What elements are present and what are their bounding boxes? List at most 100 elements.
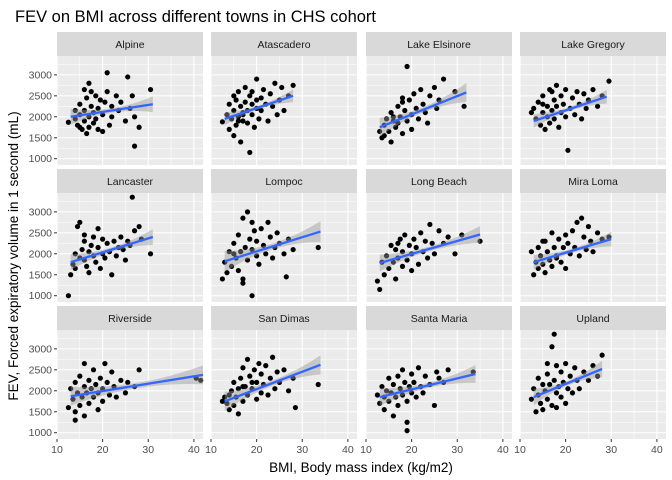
data-point [409, 126, 415, 132]
data-point [415, 365, 422, 371]
data-point [377, 128, 383, 135]
data-point [436, 228, 442, 234]
facet-panel: Lake Gregory [519, 32, 666, 165]
data-point [86, 114, 92, 120]
data-point [256, 116, 262, 122]
data-point [528, 249, 535, 255]
facet-strip-label: Riverside [108, 313, 152, 325]
data-point [599, 352, 605, 358]
data-point [590, 363, 596, 369]
data-point [267, 375, 273, 381]
facet-strip [57, 32, 203, 56]
data-point [231, 107, 237, 114]
data-point [81, 107, 87, 114]
facet-strip-label: Lompoc [265, 176, 302, 188]
data-point [563, 400, 569, 406]
facet-panel: Mira Loma [519, 169, 666, 302]
data-point [86, 80, 92, 86]
data-point [219, 276, 226, 282]
data-point [399, 249, 406, 255]
data-point [86, 249, 92, 255]
data-point [399, 95, 406, 101]
data-point [70, 396, 76, 402]
data-point [290, 82, 296, 88]
data-point [404, 419, 410, 425]
data-point [535, 99, 541, 105]
data-point [274, 112, 280, 118]
data-point [118, 234, 124, 240]
data-point [219, 119, 226, 125]
data-point [436, 375, 442, 381]
data-point [81, 383, 87, 390]
data-point [581, 234, 587, 240]
data-point [231, 379, 237, 386]
data-point [537, 122, 544, 128]
data-point [556, 124, 562, 130]
data-point [560, 244, 566, 251]
data-point [418, 230, 424, 236]
data-point [226, 126, 232, 132]
facet-strip [57, 306, 203, 330]
data-point [81, 238, 87, 244]
facet-strip [520, 32, 666, 56]
data-point [399, 367, 406, 373]
data-point [563, 114, 569, 120]
x-tick-label: 40 [497, 444, 509, 456]
facet-strip [366, 169, 512, 193]
data-point [81, 232, 87, 238]
data-point [77, 402, 83, 409]
regression-line [379, 233, 481, 265]
data-point [265, 392, 271, 398]
data-point [260, 86, 267, 93]
data-point [219, 398, 226, 404]
regression-line [70, 103, 153, 118]
data-point [122, 257, 129, 263]
data-point [97, 97, 103, 103]
x-tick-label: 40 [651, 444, 663, 456]
data-point [424, 255, 431, 261]
y-tick-label: 2000 [29, 385, 53, 397]
data-point [122, 390, 129, 396]
data-point [395, 103, 401, 109]
panel-background [366, 56, 512, 165]
data-point [565, 386, 571, 392]
data-point [222, 394, 228, 400]
data-point [402, 107, 408, 114]
data-point [315, 381, 321, 388]
data-point [377, 286, 383, 293]
data-point [77, 219, 83, 225]
data-point [540, 407, 546, 413]
data-point [292, 404, 299, 411]
data-point [549, 344, 555, 350]
data-point [594, 373, 601, 379]
data-point [581, 91, 587, 97]
data-point [90, 120, 97, 126]
data-point [409, 390, 415, 396]
data-point [422, 373, 428, 379]
data-point [588, 238, 594, 244]
y-tick-label: 3000 [29, 206, 53, 218]
data-point [381, 133, 387, 139]
regression-line [224, 94, 294, 120]
data-point [544, 396, 550, 402]
data-point [228, 263, 235, 269]
data-point [256, 261, 262, 267]
data-point [68, 272, 74, 278]
data-point [242, 244, 248, 251]
data-point [565, 240, 571, 246]
data-point [93, 259, 99, 265]
data-point [118, 377, 124, 383]
data-point [563, 360, 569, 367]
data-point [549, 230, 555, 236]
panel-background [366, 330, 512, 439]
data-point [238, 375, 244, 381]
facet-strip-label: San Dimas [258, 313, 309, 325]
data-point [549, 89, 555, 95]
data-point [551, 116, 557, 122]
facet-strip [520, 169, 666, 193]
data-point [93, 381, 99, 388]
data-point [590, 249, 596, 255]
data-point [572, 365, 578, 371]
data-point [88, 103, 94, 109]
data-point [461, 103, 467, 109]
